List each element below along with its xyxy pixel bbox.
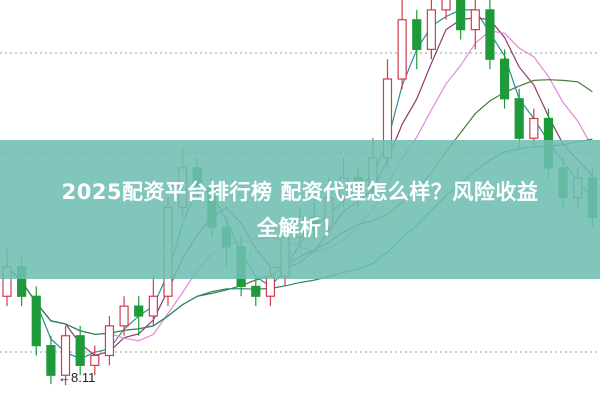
candle-body xyxy=(90,354,100,366)
candle-body xyxy=(31,295,41,347)
candle-body xyxy=(426,9,436,50)
candle-body xyxy=(134,305,144,317)
candle-body xyxy=(412,19,422,50)
candle-body xyxy=(75,335,85,366)
candle-body xyxy=(397,19,407,80)
title-line-2: 全解析！ xyxy=(257,215,343,240)
candle-body xyxy=(60,335,71,376)
title-banner: 2025配资平台排行榜 配资代理怎么样？风险收益 全解析！ xyxy=(0,140,600,279)
candle-body xyxy=(148,295,158,317)
candle-body xyxy=(104,325,115,357)
candle-body xyxy=(265,275,276,297)
candle-body xyxy=(514,98,524,139)
candle-body xyxy=(529,117,539,139)
low-price-value: 8.11 xyxy=(71,370,96,385)
candle-body xyxy=(456,0,466,31)
title-line-1: 2025配资平台排行榜 配资代理怎么样？风险收益 xyxy=(61,179,539,204)
low-price-label: ←8.11 xyxy=(58,370,95,385)
candle-body xyxy=(441,0,451,11)
candle-body xyxy=(485,9,495,60)
candle-body xyxy=(46,345,56,376)
low-price-arrow-icon: ← xyxy=(58,370,71,385)
candle-body xyxy=(470,9,480,31)
candle-body xyxy=(499,58,510,100)
candle-body xyxy=(119,305,129,327)
candle-body xyxy=(251,285,261,297)
